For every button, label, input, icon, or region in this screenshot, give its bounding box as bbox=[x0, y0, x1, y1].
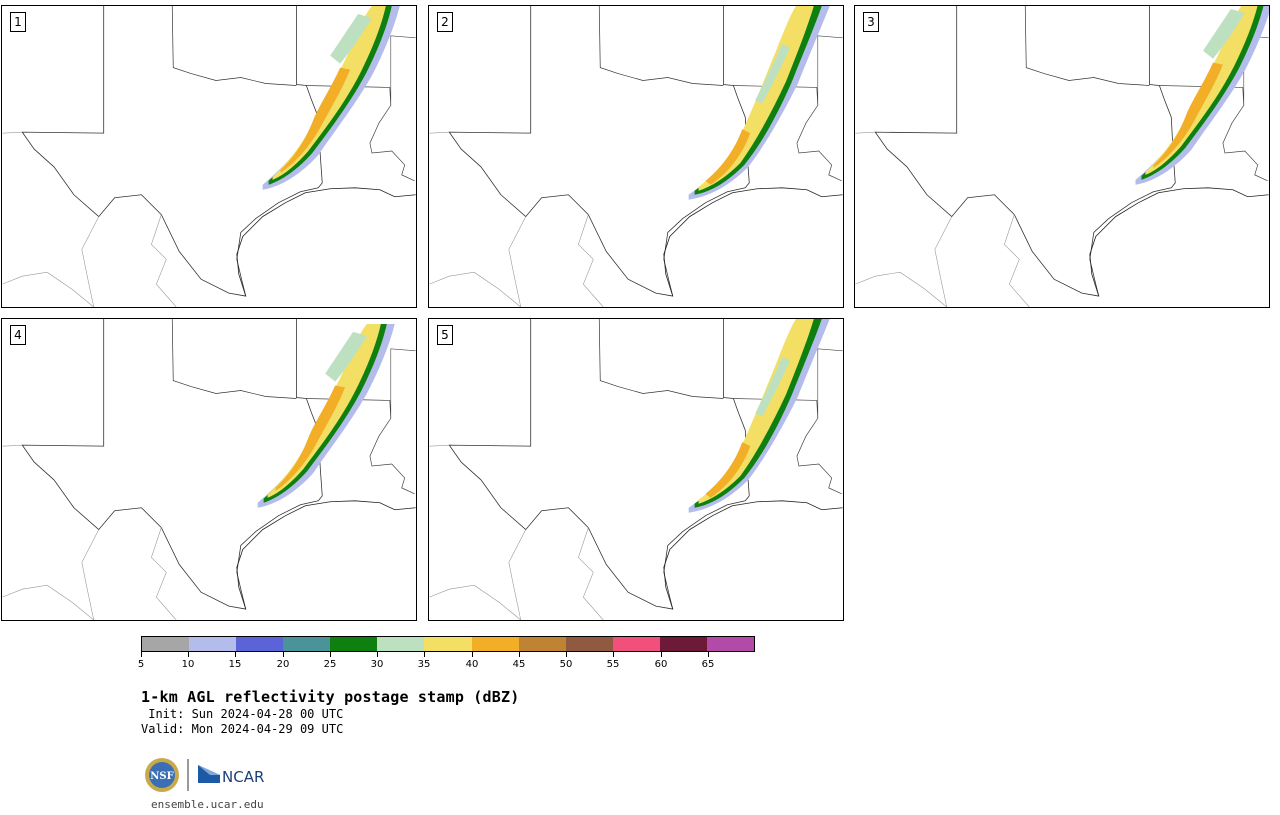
colorbar-tick bbox=[566, 652, 567, 657]
panel-5-map bbox=[429, 319, 843, 620]
valid-time: Valid: Mon 2024-04-29 09 UTC bbox=[141, 722, 344, 736]
page-title: 1-km AGL reflectivity postage stamp (dBZ… bbox=[141, 688, 520, 706]
colorbar-tick-label: 40 bbox=[465, 659, 479, 670]
colorbar-swatch-9 bbox=[565, 637, 613, 651]
colorbar-tick bbox=[235, 652, 236, 657]
colorbar-swatch-3 bbox=[283, 637, 331, 651]
colorbar-swatch-0 bbox=[142, 637, 190, 651]
panel-1-number: 1 bbox=[10, 12, 26, 32]
panel-4: 4 bbox=[1, 318, 417, 621]
colorbar-tick-label: 50 bbox=[559, 659, 573, 670]
colorbar-tick bbox=[141, 652, 142, 657]
panel-3-number: 3 bbox=[863, 12, 879, 32]
colorbar-tick-label: 65 bbox=[701, 659, 715, 670]
panel-2: 2 bbox=[428, 5, 844, 308]
colorbar-swatch-5 bbox=[377, 637, 425, 651]
panel-5: 5 bbox=[428, 318, 844, 621]
panel-3: 3 bbox=[854, 5, 1270, 308]
panel-1: 1 bbox=[1, 5, 417, 308]
panel-4-map bbox=[2, 319, 416, 620]
colorbar-tick-label: 20 bbox=[276, 659, 290, 670]
nsf-logo-text: NSF bbox=[150, 771, 173, 782]
colorbar-tick-label: 45 bbox=[512, 659, 526, 670]
colorbar-swatch-10 bbox=[612, 637, 660, 651]
colorbar-tick-label: 25 bbox=[323, 659, 337, 670]
panel-3-map bbox=[855, 6, 1269, 307]
colorbar-swatch-6 bbox=[424, 637, 472, 651]
colorbar-tick bbox=[472, 652, 473, 657]
panel-1-map bbox=[2, 6, 416, 307]
colorbar-swatch-1 bbox=[189, 637, 237, 651]
colorbar-swatch-2 bbox=[236, 637, 284, 651]
colorbar-tick bbox=[424, 652, 425, 657]
colorbar-tick bbox=[708, 652, 709, 657]
colorbar-tick-label: 10 bbox=[181, 659, 195, 670]
colorbar-tick bbox=[519, 652, 520, 657]
colorbar-swatch-8 bbox=[518, 637, 566, 651]
site-url: ensemble.ucar.edu bbox=[151, 798, 264, 811]
colorbar-tick-label: 35 bbox=[417, 659, 431, 670]
colorbar-swatch-7 bbox=[471, 637, 519, 651]
init-time: Init: Sun 2024-04-28 00 UTC bbox=[141, 707, 344, 721]
colorbar-tick-label: 30 bbox=[370, 659, 384, 670]
panel-2-number: 2 bbox=[437, 12, 453, 32]
colorbar bbox=[141, 636, 755, 652]
colorbar-tick bbox=[377, 652, 378, 657]
logos: NSF NCAR bbox=[144, 757, 284, 793]
panel-4-number: 4 bbox=[10, 325, 26, 345]
colorbar-tick bbox=[661, 652, 662, 657]
colorbar-swatch-12 bbox=[706, 637, 755, 651]
colorbar-ticks: 5 10 15 20 25 30 35 40 45 50 55 60 65 bbox=[137, 652, 755, 672]
colorbar-tick bbox=[613, 652, 614, 657]
colorbar-swatch-4 bbox=[330, 637, 378, 651]
colorbar-tick bbox=[330, 652, 331, 657]
colorbar-tick-label: 15 bbox=[228, 659, 242, 670]
colorbar-tick bbox=[188, 652, 189, 657]
colorbar-tick-label: 5 bbox=[137, 659, 145, 670]
panel-2-map bbox=[429, 6, 843, 307]
colorbar-tick-label: 60 bbox=[654, 659, 668, 670]
ncar-logo-text: NCAR bbox=[222, 768, 264, 786]
colorbar-tick bbox=[283, 652, 284, 657]
colorbar-tick-label: 55 bbox=[606, 659, 620, 670]
colorbar-swatch-11 bbox=[659, 637, 707, 651]
panel-5-number: 5 bbox=[437, 325, 453, 345]
logo-graphics: NSF NCAR bbox=[145, 758, 264, 792]
